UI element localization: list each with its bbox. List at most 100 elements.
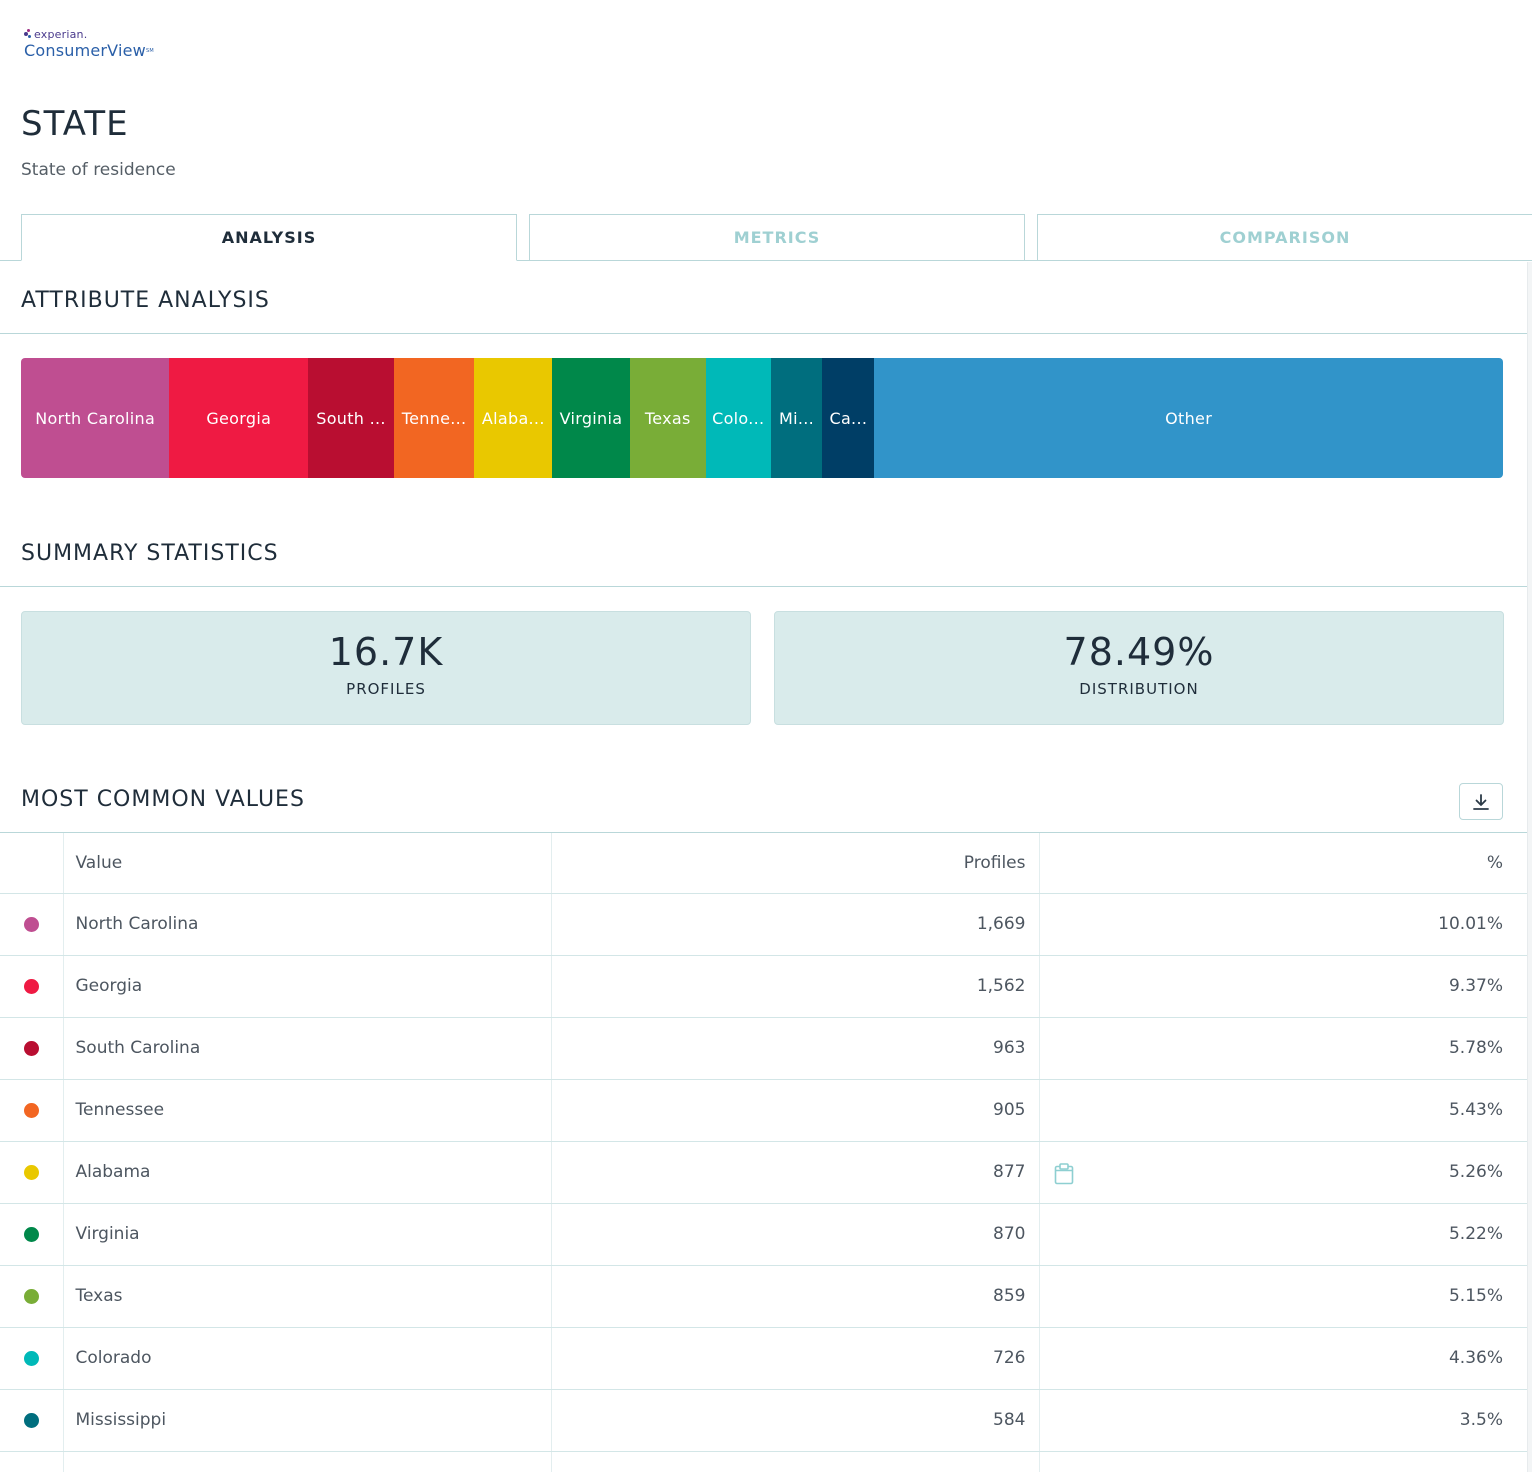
empty-cell xyxy=(0,1451,64,1472)
bar-segment-label: Ca... xyxy=(829,408,868,428)
table-row[interactable]: Texas 859 5.15% xyxy=(0,1265,1527,1328)
profiles-card: 16.7K PROFILES xyxy=(21,611,751,725)
color-column-header xyxy=(0,833,64,894)
color-cell xyxy=(0,1389,64,1452)
value-cell: South Carolina xyxy=(63,1017,552,1080)
summary-statistics-title: SUMMARY STATISTICS xyxy=(21,541,279,566)
percent-cell: 5.22% xyxy=(1039,1203,1527,1266)
bar-segment-label: Mi... xyxy=(778,408,814,428)
bar-segment-label: Georgia xyxy=(206,408,272,428)
percent-value: 3.5% xyxy=(1459,1410,1503,1430)
consumerview-wordmark: ConsumerViewSM xyxy=(24,41,154,60)
table-row[interactable] xyxy=(0,1451,1527,1472)
profiles-cell: 877 xyxy=(551,1141,1040,1204)
bar-segment[interactable]: Ca... xyxy=(822,358,875,478)
attribute-analysis-title: ATTRIBUTE ANALYSIS xyxy=(21,288,270,313)
profiles-cell: 584 xyxy=(551,1389,1040,1452)
percent-cell: 9.37% xyxy=(1039,955,1527,1018)
most-common-values-title: MOST COMMON VALUES xyxy=(21,787,305,812)
distribution-label: DISTRIBUTION xyxy=(1079,680,1199,698)
bar-segment-label: Texas xyxy=(644,408,691,428)
bar-segment-label: North Carolina xyxy=(35,408,156,428)
table-row[interactable]: Virginia 870 5.22% xyxy=(0,1203,1527,1266)
color-cell xyxy=(0,1265,64,1328)
tab-bar: ANALYSIS METRICS COMPARISON xyxy=(0,214,1532,261)
value-cell: Colorado xyxy=(63,1327,552,1390)
bar-segment-label: Colo... xyxy=(712,408,765,428)
most-common-values-table: Value Profiles % North Carolina 1,669 10.0… xyxy=(0,833,1527,1472)
attribute-stacked-bar: North Carolina Georgia South ... Tenne... Al… xyxy=(21,358,1503,478)
percent-cell: 10.01% xyxy=(1039,893,1527,956)
color-cell xyxy=(0,1017,64,1080)
table-row[interactable]: Colorado 726 4.36% xyxy=(0,1327,1527,1390)
percent-value: 5.26% xyxy=(1448,1162,1503,1182)
percent-value: 5.22% xyxy=(1448,1224,1503,1244)
profiles-cell: 905 xyxy=(551,1079,1040,1142)
table-row[interactable]: Alabama 877 5.26% xyxy=(0,1141,1527,1204)
section-divider xyxy=(0,333,1527,334)
bar-segment[interactable]: Alaba... xyxy=(474,358,553,478)
table-row[interactable]: North Carolina 1,669 10.01% xyxy=(0,893,1527,956)
section-divider xyxy=(0,832,1527,833)
color-dot-icon xyxy=(23,1350,39,1366)
bar-segment[interactable]: Mi... xyxy=(770,358,823,478)
table-row[interactable]: Georgia 1,562 9.37% xyxy=(0,955,1527,1018)
color-dot-icon xyxy=(23,978,39,994)
color-cell xyxy=(0,1327,64,1390)
experian-consumerview-logo: experian. ConsumerViewSM xyxy=(24,28,154,60)
empty-cell xyxy=(551,1451,1040,1472)
profiles-cell: 1,669 xyxy=(551,893,1040,956)
profiles-column-header[interactable]: Profiles xyxy=(551,833,1040,894)
experian-wordmark: experian. xyxy=(24,28,154,42)
bar-segment-label: Other xyxy=(1165,408,1213,428)
bar-segment[interactable]: Colo... xyxy=(705,358,771,478)
bar-segment[interactable]: Tenne... xyxy=(393,358,475,478)
color-dot-icon xyxy=(23,916,39,932)
tab-comparison[interactable]: COMPARISON xyxy=(1037,214,1532,261)
percent-value: 10.01% xyxy=(1438,914,1503,934)
bar-segment-label: South ... xyxy=(316,408,386,428)
bar-segment[interactable]: Texas xyxy=(629,358,706,478)
percent-cell: 5.26% xyxy=(1039,1141,1527,1204)
table-row[interactable]: Mississippi 584 3.5% xyxy=(0,1389,1527,1452)
download-button[interactable] xyxy=(1459,783,1503,820)
profiles-cell: 726 xyxy=(551,1327,1040,1390)
table-row[interactable]: South Carolina 963 5.78% xyxy=(0,1017,1527,1080)
percent-value: 4.36% xyxy=(1448,1348,1503,1368)
color-cell xyxy=(0,1203,64,1266)
bar-segment[interactable]: Virginia xyxy=(552,358,630,478)
value-cell: Texas xyxy=(63,1265,552,1328)
percent-value: 5.78% xyxy=(1448,1038,1503,1058)
profiles-cell: 870 xyxy=(551,1203,1040,1266)
color-dot-icon xyxy=(23,1226,39,1242)
percent-value: 5.43% xyxy=(1448,1100,1503,1120)
bar-segment[interactable]: Georgia xyxy=(169,358,309,478)
table-row[interactable]: Tennessee 905 5.43% xyxy=(0,1079,1527,1142)
color-dot-icon xyxy=(23,1412,39,1428)
bar-segment-label: Tenne... xyxy=(401,408,467,428)
percent-column-header[interactable]: % xyxy=(1039,833,1527,894)
value-column-header[interactable]: Value xyxy=(63,833,552,894)
value-cell: North Carolina xyxy=(63,893,552,956)
clipboard-icon[interactable] xyxy=(1054,1162,1074,1185)
experian-dots-icon xyxy=(24,29,33,39)
distribution-card: 78.49% DISTRIBUTION xyxy=(774,611,1504,725)
page-title: STATE xyxy=(21,104,129,144)
tab-metrics[interactable]: METRICS xyxy=(529,214,1025,261)
percent-cell: 5.15% xyxy=(1039,1265,1527,1328)
bar-segment[interactable]: North Carolina xyxy=(21,358,170,478)
value-cell: Alabama xyxy=(63,1141,552,1204)
percent-value: 5.15% xyxy=(1448,1286,1503,1306)
distribution-value: 78.49% xyxy=(1063,630,1215,674)
tab-analysis[interactable]: ANALYSIS xyxy=(21,214,517,261)
profiles-cell: 963 xyxy=(551,1017,1040,1080)
bar-segment[interactable]: South ... xyxy=(308,358,394,478)
percent-cell: 5.43% xyxy=(1039,1079,1527,1142)
profiles-label: PROFILES xyxy=(346,680,426,698)
scrollbar-track[interactable] xyxy=(1527,262,1532,1472)
percent-value: 9.37% xyxy=(1448,976,1503,996)
bar-segment[interactable]: Other xyxy=(874,358,1503,478)
color-cell xyxy=(0,893,64,956)
color-dot-icon xyxy=(23,1040,39,1056)
section-divider xyxy=(0,586,1527,587)
